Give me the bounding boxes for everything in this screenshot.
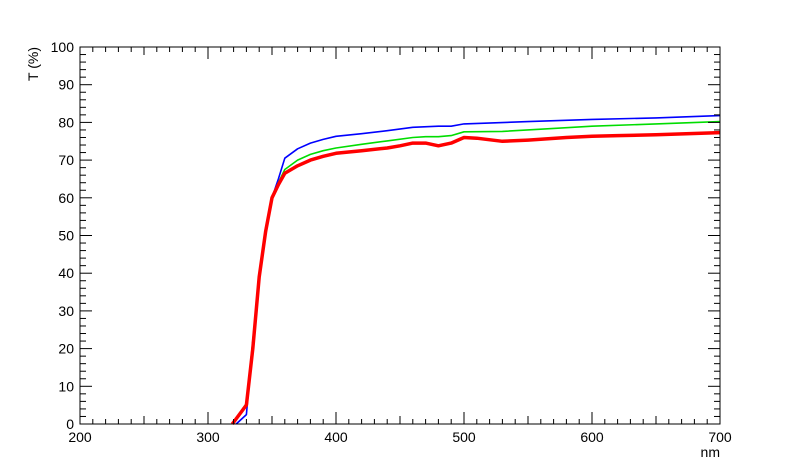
x-tick-label: 500 (452, 429, 476, 445)
red-series-line (230, 130, 721, 426)
x-tick-label: 400 (324, 429, 348, 445)
series-layer (230, 114, 721, 426)
y-tick-label: 30 (58, 303, 74, 319)
green-series-line (231, 120, 721, 425)
y-tick-label: 80 (58, 114, 74, 130)
y-tick-label: 50 (58, 228, 74, 244)
y-tick-label: 70 (58, 152, 74, 168)
plot-frame (79, 46, 721, 425)
x-axis-title: nm (701, 444, 720, 460)
y-tick-label: 60 (58, 190, 74, 206)
x-tick-label: 300 (196, 429, 220, 445)
y-tick-label: 10 (58, 378, 74, 394)
labels-layer: 200 300 400 500 600 700 0 10 20 30 40 50 60 70 80 90 100 (51, 39, 732, 445)
y-tick-label: 20 (58, 341, 74, 357)
y-tick-label: 40 (58, 265, 74, 281)
x-tick-label: 700 (708, 429, 732, 445)
x-tick-label: 600 (580, 429, 604, 445)
ticks-layer (79, 46, 721, 425)
y-tick-label: 100 (51, 39, 75, 55)
y-tick-label: 90 (58, 77, 74, 93)
x-tick-label: 200 (68, 429, 92, 445)
y-axis-title: T (%) (25, 47, 41, 81)
y-tick-label: 0 (66, 416, 74, 432)
